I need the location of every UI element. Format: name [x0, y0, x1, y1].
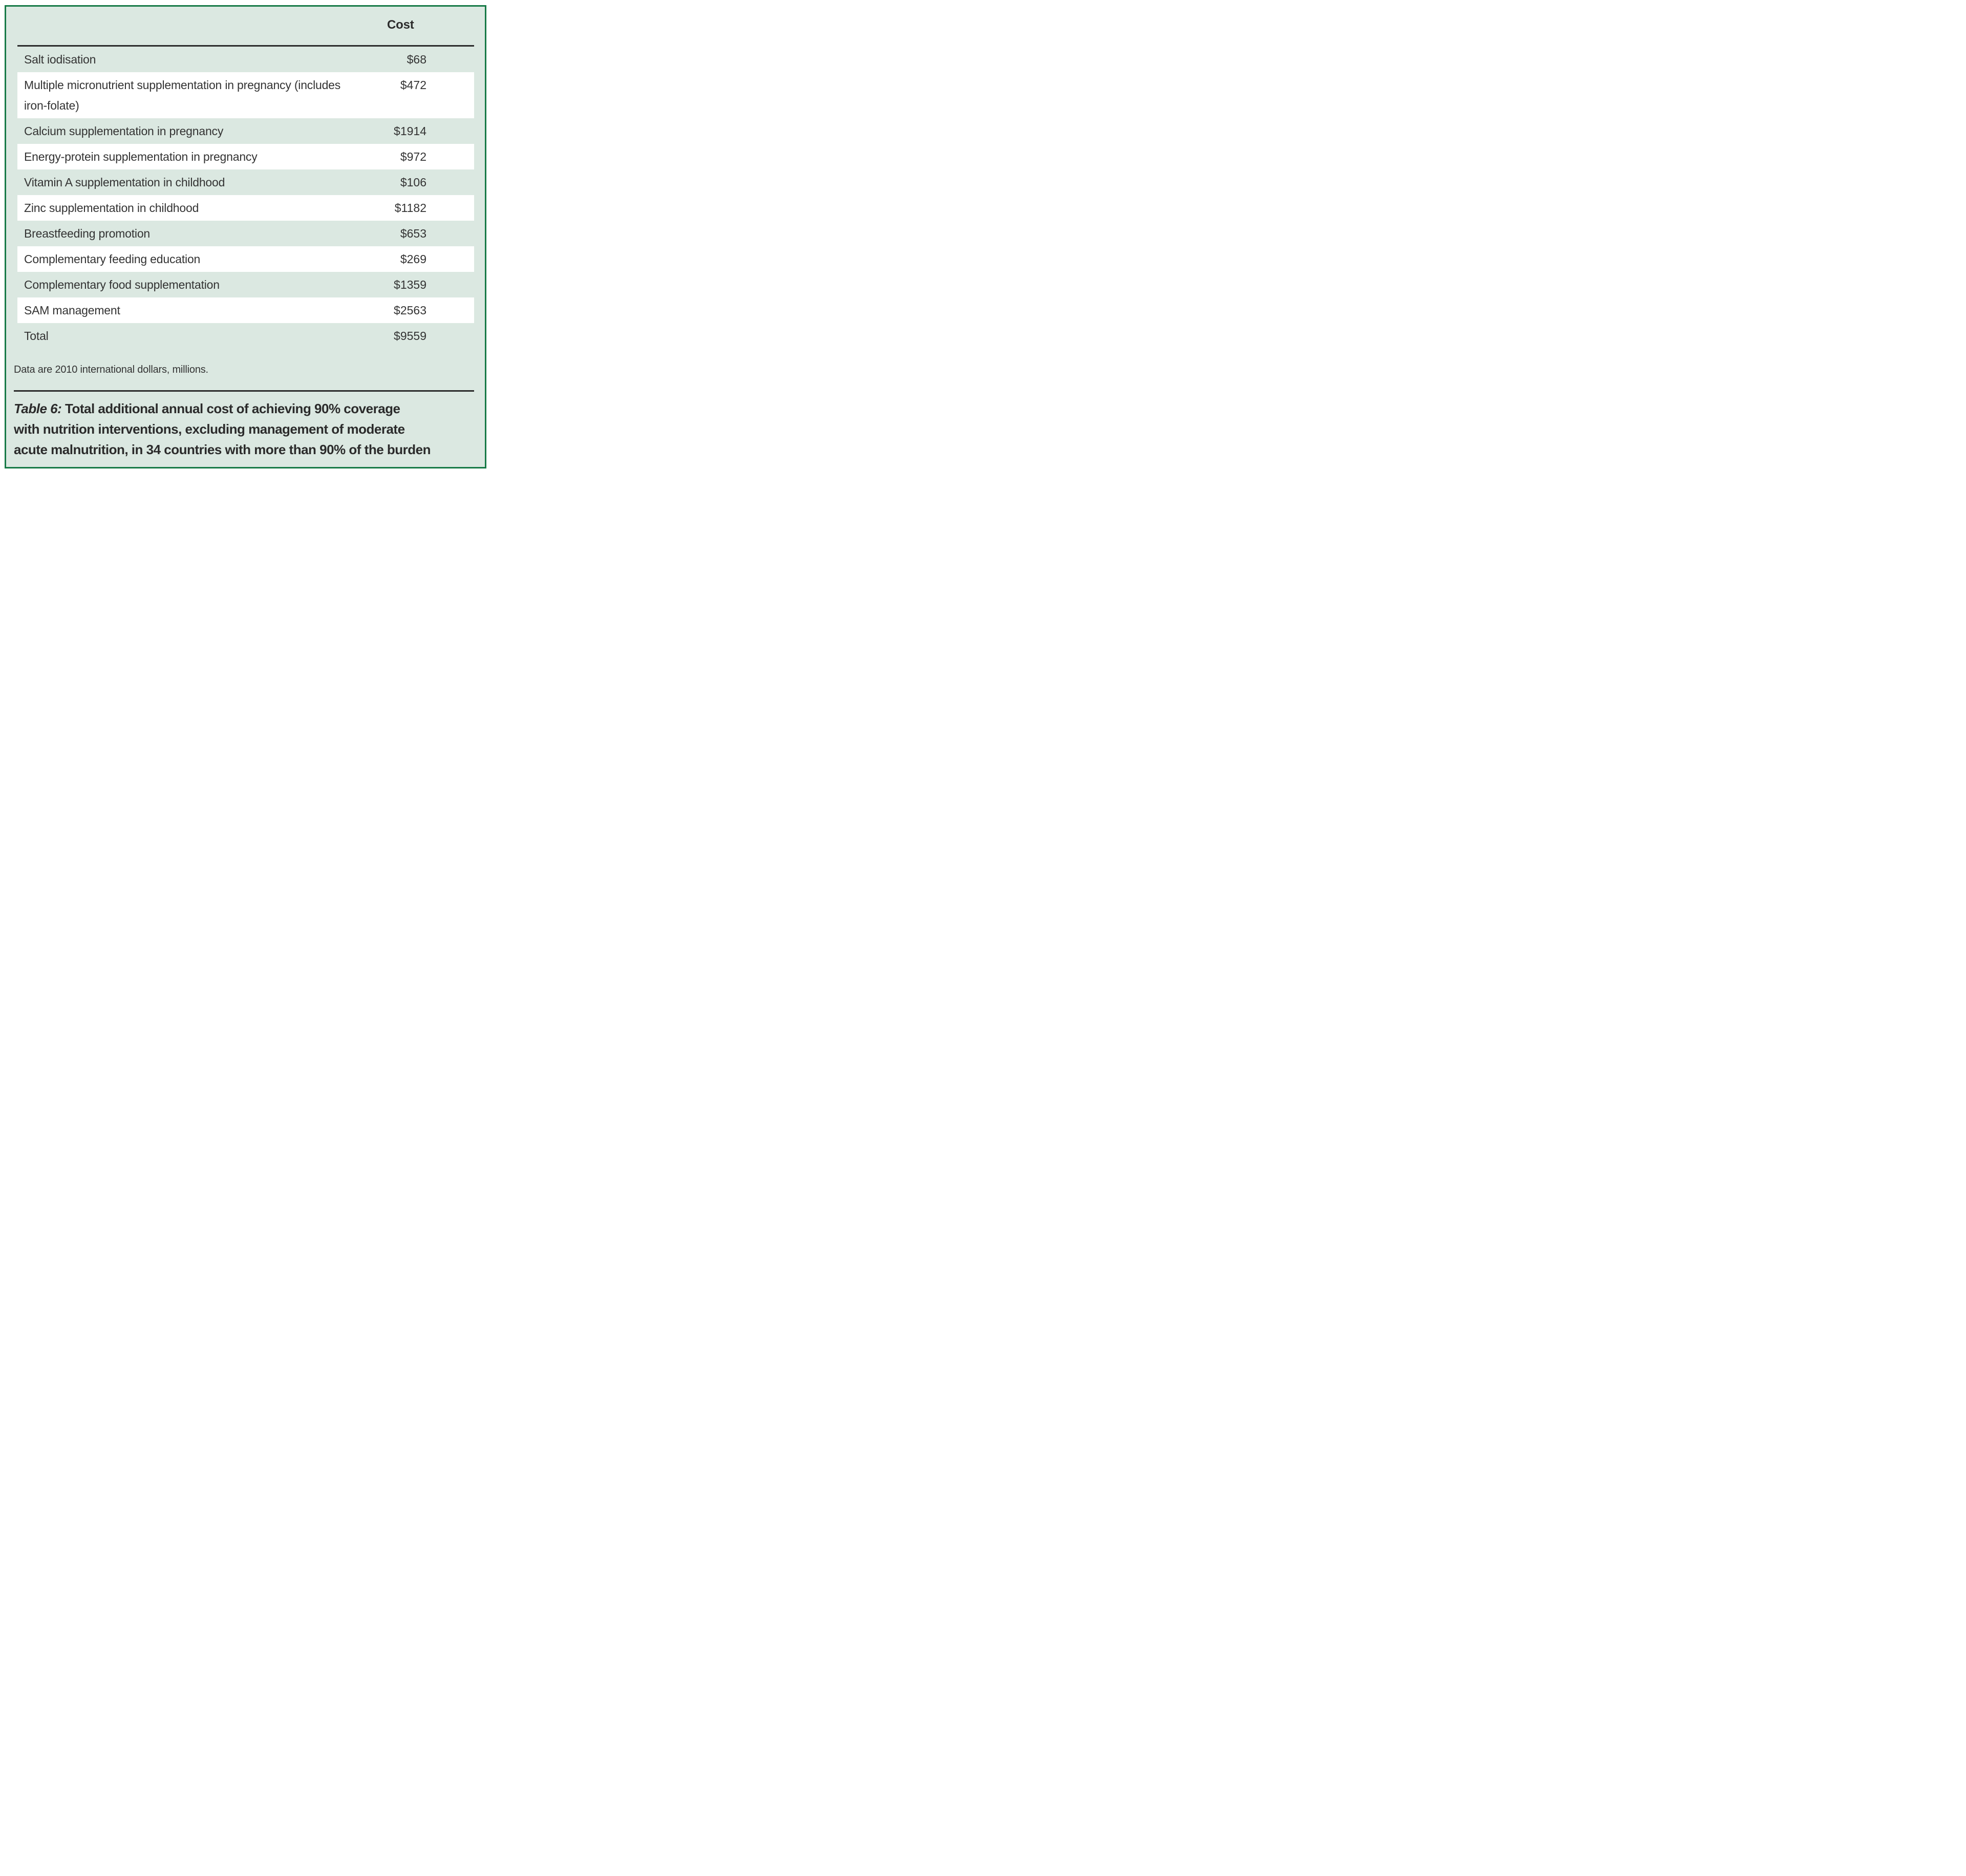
row-cost: $472 — [400, 78, 426, 92]
caption-line: with nutrition interventions, excluding … — [14, 421, 405, 437]
row-label: Complementary food supplementation — [24, 278, 220, 291]
caption-line: acute malnutrition, in 34 countries with… — [14, 442, 431, 457]
caption-table-number: Table 6: — [14, 401, 62, 416]
row-label: Vitamin A supplementation in childhood — [24, 176, 225, 189]
row-cost: $68 — [407, 53, 426, 66]
table-row: Complementary food supplementation $1359 — [17, 272, 474, 297]
row-label: Energy-protein supplementation in pregna… — [24, 150, 258, 163]
table-panel: Cost Salt iodisation $68 Multiple micron… — [5, 5, 486, 468]
table-row: Zinc supplementation in childhood $1182 — [17, 195, 474, 221]
row-label: Complementary feeding education — [24, 252, 201, 266]
row-label: Multiple micronutrient supplementation i… — [24, 78, 341, 112]
row-cost: $1182 — [394, 201, 426, 215]
row-cost: $9559 — [394, 329, 426, 343]
table-row: Energy-protein supplementation in pregna… — [17, 144, 474, 169]
header-rule — [17, 45, 474, 47]
caption-line: Table 6: Total additional annual cost of… — [14, 398, 485, 419]
table-row: Calcium supplementation in pregnancy $19… — [17, 118, 474, 144]
row-cost: $1914 — [394, 124, 426, 138]
row-cost: $269 — [400, 252, 426, 266]
table-row: Salt iodisation $68 — [17, 47, 474, 72]
row-cost: $972 — [400, 150, 426, 163]
row-cost: $2563 — [394, 304, 426, 317]
column-header-cost: Cost — [387, 18, 414, 32]
caption-text: Total additional annual cost of achievin… — [65, 401, 400, 416]
table-row: SAM management $2563 — [17, 297, 474, 323]
table-row: Multiple micronutrient supplementation i… — [17, 72, 474, 118]
table-rows: Salt iodisation $68 Multiple micronutrie… — [17, 47, 474, 349]
row-cost: $653 — [400, 227, 426, 240]
row-cost: $106 — [400, 176, 426, 189]
row-label: Total — [24, 329, 49, 343]
table-caption: Table 6: Total additional annual cost of… — [14, 398, 485, 460]
row-label: Salt iodisation — [24, 53, 96, 66]
table-row: Vitamin A supplementation in childhood $… — [17, 169, 474, 195]
table-row-total: Total $9559 — [17, 323, 474, 349]
table-footnote: Data are 2010 international dollars, mil… — [14, 364, 208, 375]
row-label: Breastfeeding promotion — [24, 227, 150, 240]
row-label: Zinc supplementation in childhood — [24, 201, 199, 215]
row-cost: $1359 — [394, 278, 426, 291]
page: Cost Salt iodisation $68 Multiple micron… — [0, 0, 492, 469]
table-row: Complementary feeding education $269 — [17, 246, 474, 272]
table-header: Cost — [17, 7, 474, 45]
caption-rule — [14, 390, 474, 392]
row-label: SAM management — [24, 304, 120, 317]
table-row: Breastfeeding promotion $653 — [17, 221, 474, 246]
row-label: Calcium supplementation in pregnancy — [24, 124, 224, 138]
